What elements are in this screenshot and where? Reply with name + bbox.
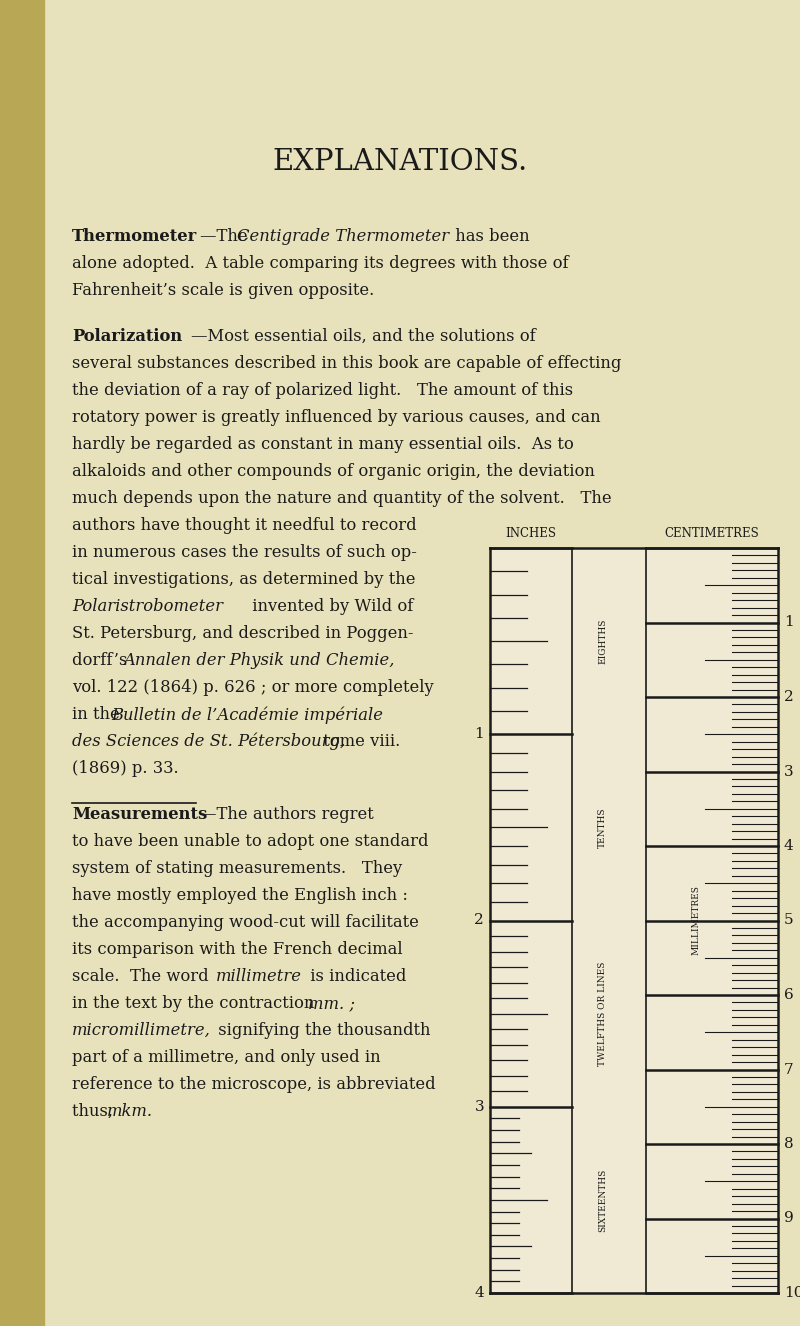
Text: SIXTEENTHS: SIXTEENTHS — [598, 1168, 607, 1232]
Text: 10: 10 — [784, 1286, 800, 1299]
Text: —Most essential oils, and the solutions of: —Most essential oils, and the solutions … — [191, 328, 536, 345]
Text: part of a millimetre, and only used in: part of a millimetre, and only used in — [72, 1049, 381, 1066]
Text: Thermometer: Thermometer — [72, 228, 198, 245]
Text: 2: 2 — [474, 914, 484, 927]
Text: 9: 9 — [784, 1212, 794, 1225]
Text: 6: 6 — [784, 988, 794, 1002]
Text: 3: 3 — [784, 765, 794, 778]
Text: hardly be regarded as constant in many essential oils.  As to: hardly be regarded as constant in many e… — [72, 436, 574, 453]
Text: EXPLANATIONS.: EXPLANATIONS. — [272, 149, 528, 176]
Text: Centigrade Thermometer: Centigrade Thermometer — [237, 228, 449, 245]
Text: Bulletin de l’Académie impériale: Bulletin de l’Académie impériale — [111, 705, 383, 724]
Text: Annalen der Physik und Chemie,: Annalen der Physik und Chemie, — [123, 652, 394, 670]
Text: MILLIMETRES: MILLIMETRES — [691, 886, 700, 956]
Text: thus,: thus, — [72, 1103, 118, 1120]
Bar — [490, 548, 778, 1293]
Text: its comparison with the French decimal: its comparison with the French decimal — [72, 941, 402, 957]
Text: mm. ;: mm. ; — [308, 994, 355, 1012]
Text: 3: 3 — [474, 1099, 484, 1114]
Text: tical investigations, as determined by the: tical investigations, as determined by t… — [72, 572, 415, 587]
Text: Polarization: Polarization — [72, 328, 182, 345]
Text: des Sciences de St. Pétersbourg,: des Sciences de St. Pétersbourg, — [72, 733, 346, 751]
Text: the accompanying wood-cut will facilitate: the accompanying wood-cut will facilitat… — [72, 914, 419, 931]
Text: micromillimetre,: micromillimetre, — [72, 1022, 211, 1040]
Text: reference to the microscope, is abbreviated: reference to the microscope, is abbrevia… — [72, 1075, 436, 1093]
Text: EIGHTHS: EIGHTHS — [598, 618, 607, 664]
Text: is indicated: is indicated — [305, 968, 406, 985]
Text: —The authors regret: —The authors regret — [200, 806, 374, 823]
Text: 7: 7 — [784, 1062, 794, 1077]
Bar — [0, 0, 44, 1326]
Text: alone adopted.  A table comparing its degrees with those of: alone adopted. A table comparing its deg… — [72, 255, 569, 272]
Text: 4: 4 — [784, 839, 794, 853]
Text: scale.  The word: scale. The word — [72, 968, 214, 985]
Text: invented by Wild of: invented by Wild of — [247, 598, 414, 615]
Text: authors have thought it needful to record: authors have thought it needful to recor… — [72, 517, 417, 534]
Text: —The: —The — [200, 228, 253, 245]
Text: 5: 5 — [784, 914, 794, 927]
Text: to have been unable to adopt one standard: to have been unable to adopt one standar… — [72, 833, 429, 850]
Text: have mostly employed the English inch :: have mostly employed the English inch : — [72, 887, 408, 904]
Text: dorff’s: dorff’s — [72, 652, 133, 670]
Text: in numerous cases the results of such op-: in numerous cases the results of such op… — [72, 544, 417, 561]
Text: in the: in the — [72, 705, 125, 723]
Text: rotatory power is greatly influenced by various causes, and can: rotatory power is greatly influenced by … — [72, 408, 601, 426]
Text: signifying the thousandth: signifying the thousandth — [213, 1022, 430, 1040]
Text: TENTHS: TENTHS — [598, 808, 607, 847]
Text: St. Petersburg, and described in Poggen-: St. Petersburg, and described in Poggen- — [72, 625, 414, 642]
Text: INCHES: INCHES — [506, 526, 557, 540]
Text: TWELFTHS OR LINES: TWELFTHS OR LINES — [598, 961, 607, 1066]
Text: Polaristrobometer: Polaristrobometer — [72, 598, 223, 615]
Text: 4: 4 — [474, 1286, 484, 1299]
Text: the deviation of a ray of polarized light.   The amount of this: the deviation of a ray of polarized ligh… — [72, 382, 573, 399]
Text: Measurements: Measurements — [72, 806, 207, 823]
Text: 8: 8 — [784, 1136, 794, 1151]
Text: Fahrenheit’s scale is given opposite.: Fahrenheit’s scale is given opposite. — [72, 282, 374, 298]
Text: has been: has been — [450, 228, 530, 245]
Text: CENTIMETRES: CENTIMETRES — [664, 526, 759, 540]
Text: vol. 122 (1864) p. 626 ; or more completely: vol. 122 (1864) p. 626 ; or more complet… — [72, 679, 434, 696]
Text: tome viii.: tome viii. — [318, 733, 400, 751]
Text: much depends upon the nature and quantity of the solvent.   The: much depends upon the nature and quantit… — [72, 491, 612, 507]
Text: (1869) p. 33.: (1869) p. 33. — [72, 760, 178, 777]
Text: millimetre: millimetre — [216, 968, 302, 985]
Text: in the text by the contraction: in the text by the contraction — [72, 994, 320, 1012]
Text: 2: 2 — [784, 690, 794, 704]
Text: several substances described in this book are capable of effecting: several substances described in this boo… — [72, 355, 622, 373]
Text: 1: 1 — [474, 727, 484, 741]
Text: alkaloids and other compounds of organic origin, the deviation: alkaloids and other compounds of organic… — [72, 463, 595, 480]
Text: system of stating measurements.   They: system of stating measurements. They — [72, 861, 402, 876]
Text: mkm.: mkm. — [107, 1103, 153, 1120]
Text: 1: 1 — [784, 615, 794, 630]
